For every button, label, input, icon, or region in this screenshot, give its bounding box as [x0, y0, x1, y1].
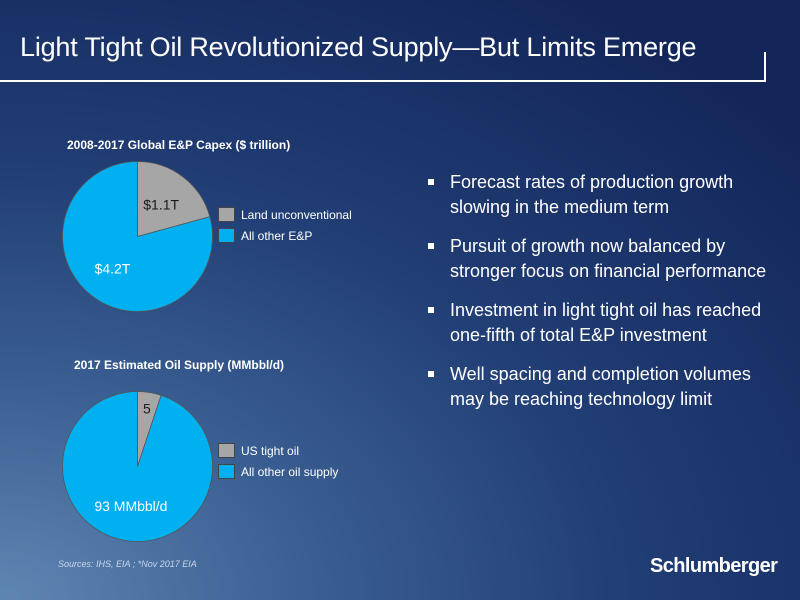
legend-item-all-other-ep: All other E&P	[218, 227, 352, 244]
legend-item-all-other-oil-supply: All other oil supply	[218, 463, 338, 480]
legend-label: All other E&P	[241, 228, 313, 243]
oil-supply-pie-chart: 5 93 MMbbl/d	[62, 391, 213, 542]
pie-slice-land-unconventional	[137, 161, 211, 238]
legend-swatch-blue	[218, 464, 235, 479]
bullet-square-icon	[428, 371, 434, 377]
slide-title: Light Tight Oil Revolutionized Supply—Bu…	[20, 32, 697, 62]
bullet-item: Forecast rates of production growth slow…	[428, 170, 788, 220]
bullet-text: Investment in light tight oil has reache…	[450, 300, 762, 345]
bullet-text: Well spacing and completion volumes may …	[450, 364, 751, 409]
capex-chart-title: 2008-2017 Global E&P Capex ($ trillion)	[67, 138, 291, 152]
schlumberger-logo: Schlumberger	[650, 555, 778, 577]
pie-data-label: 93 MMbbl/d	[94, 498, 167, 514]
sources-note: Sources: IHS, EIA ; *Nov 2017 EIA	[58, 559, 197, 569]
pie-data-label: 5	[143, 401, 151, 417]
legend-item-land-unconventional: Land unconventional	[218, 206, 352, 223]
legend-item-us-tight-oil: US tight oil	[218, 442, 338, 459]
bullet-square-icon	[428, 179, 434, 185]
title-underline	[0, 80, 765, 82]
oil-supply-chart-title: 2017 Estimated Oil Supply (MMbbl/d)	[74, 358, 285, 372]
legend-label: US tight oil	[241, 443, 300, 458]
bullet-list: Forecast rates of production growth slow…	[428, 170, 788, 426]
capex-legend: Land unconventional All other E&P	[218, 206, 352, 248]
legend-label: All other oil supply	[241, 464, 339, 479]
bullet-item: Investment in light tight oil has reache…	[428, 298, 788, 348]
bullet-item: Pursuit of growth now balanced by strong…	[428, 234, 788, 284]
legend-swatch-gray	[218, 207, 235, 222]
bullet-square-icon	[428, 243, 434, 249]
pie-slice-all-other-e-p	[62, 161, 213, 312]
pie-slice-all-other-oil-supply	[62, 391, 213, 542]
bullet-square-icon	[428, 307, 434, 313]
title-corner-bar	[764, 52, 766, 82]
legend-label: Land unconventional	[241, 207, 352, 222]
pie-data-label: $4.2T	[95, 260, 131, 276]
oil-supply-legend: US tight oil All other oil supply	[218, 442, 338, 484]
legend-swatch-gray	[218, 443, 235, 458]
legend-swatch-blue	[218, 228, 235, 243]
bullet-item: Well spacing and completion volumes may …	[428, 362, 788, 412]
capex-pie-chart: $1.1T $4.2T	[62, 161, 213, 312]
bullet-text: Forecast rates of production growth slow…	[450, 172, 734, 217]
pie-data-label: $1.1T	[143, 197, 179, 213]
bullet-text: Pursuit of growth now balanced by strong…	[450, 236, 767, 281]
